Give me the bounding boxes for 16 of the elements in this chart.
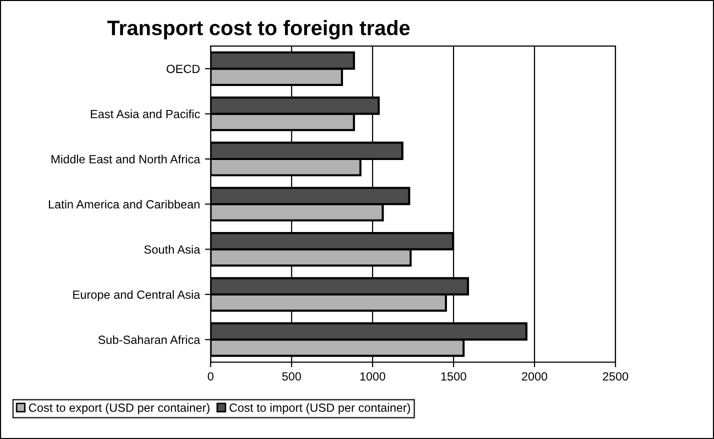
y-tick-label: OECD [166, 64, 200, 74]
y-tick-label: South Asia [144, 245, 200, 254]
legend-label: Cost to export (USD per container) [28, 403, 210, 414]
y-tick-label: Europe and Central Asia [73, 290, 200, 302]
y-tick-label: Sub-Saharan Africa [98, 335, 200, 344]
x-tick-label: 2500 [602, 372, 628, 381]
x-tick-label: 1500 [441, 372, 466, 381]
y-tick-label: Middle East and North Africa [52, 154, 200, 164]
x-tick-label: 500 [282, 372, 301, 381]
y-tick-label: Latin America and Caribbean [48, 200, 200, 209]
legend-label: Cost to import (USD per container) [230, 403, 410, 414]
y-tick-label: East Asia and Pacific [90, 110, 200, 118]
x-tick-label: 1000 [360, 372, 386, 381]
x-tick-label: 0 [208, 372, 214, 381]
x-tick-label: 2000 [522, 372, 548, 381]
chart-title: Transport cost to foreign trade [107, 20, 410, 40]
